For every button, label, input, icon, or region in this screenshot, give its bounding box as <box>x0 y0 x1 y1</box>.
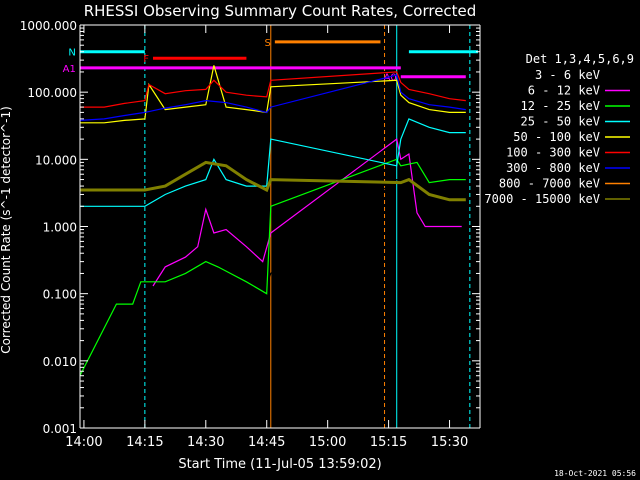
y-axis-label: Corrected Count Rate (s^-1 detector^-1) <box>0 106 13 354</box>
plot-area: N F S A1 A0 <box>63 25 478 428</box>
series-line-0 <box>136 179 418 377</box>
y-tick-label-2: 0.100 <box>43 288 77 302</box>
y-tick-label-6: 1000.000 <box>20 19 77 33</box>
y-tick-label-5: 100.000 <box>27 86 77 100</box>
x-tick-label-6: 15:30 <box>431 435 468 450</box>
series-line-8 <box>79 160 466 202</box>
x-tick-label-1: 14:15 <box>126 435 163 450</box>
legend-label-3: 25 - 50 keV <box>521 115 600 129</box>
series-line-2 <box>79 158 466 376</box>
x-tick-label-3: 14:45 <box>248 435 285 450</box>
legend-label-8: 7000 - 15000 keV <box>484 192 600 206</box>
legend-label-1: 6 - 12 keV <box>528 84 600 98</box>
chart-title: RHESSI Observing Summary Count Rates, Co… <box>84 2 477 20</box>
legend-label-0: 3 - 6 keV <box>535 68 600 82</box>
series-line-1 <box>152 138 462 287</box>
legend-label-5: 100 - 300 keV <box>506 146 600 160</box>
y-tick-label-4: 10.000 <box>35 153 77 167</box>
y-tick-label-1: 0.010 <box>43 355 77 369</box>
y-tick-label-3: 1.000 <box>43 221 77 235</box>
y-tick-label-0: 0.001 <box>43 422 77 436</box>
x-tick-label-4: 15:00 <box>309 435 346 450</box>
legend-label-6: 300 - 800 keV <box>506 161 600 175</box>
series-line-4 <box>79 65 466 124</box>
legend-label-2: 12 - 25 keV <box>521 99 600 113</box>
x-tick-label-5: 15:15 <box>370 435 407 450</box>
x-tick-label-0: 14:00 <box>65 435 102 450</box>
annotation-label-3: S <box>264 38 270 49</box>
annotation-label-4: A1 <box>63 64 76 75</box>
annotation-label-0: N <box>68 48 75 59</box>
x-axis-label: Start Time (11-Jul-05 13:59:02) <box>178 457 381 472</box>
series-line-6 <box>79 74 466 121</box>
series-line-5 <box>79 71 466 108</box>
series-line-3 <box>79 118 466 207</box>
footer-timestamp: 18-Oct-2021 05:56 <box>554 469 636 478</box>
annotation-label-2: F <box>143 54 149 65</box>
axes: 14:00 14:15 14:30 14:45 15:00 15:15 15:30 0.001… <box>20 19 481 450</box>
legend-label-4: 50 - 100 keV <box>513 130 600 144</box>
legend-label-7: 800 - 7000 keV <box>499 177 600 191</box>
legend-title: Det 1,3,4,5,6,9 <box>526 52 634 66</box>
x-tick-label-2: 14:30 <box>187 435 224 450</box>
annotation-label-5: A0 <box>384 73 397 84</box>
